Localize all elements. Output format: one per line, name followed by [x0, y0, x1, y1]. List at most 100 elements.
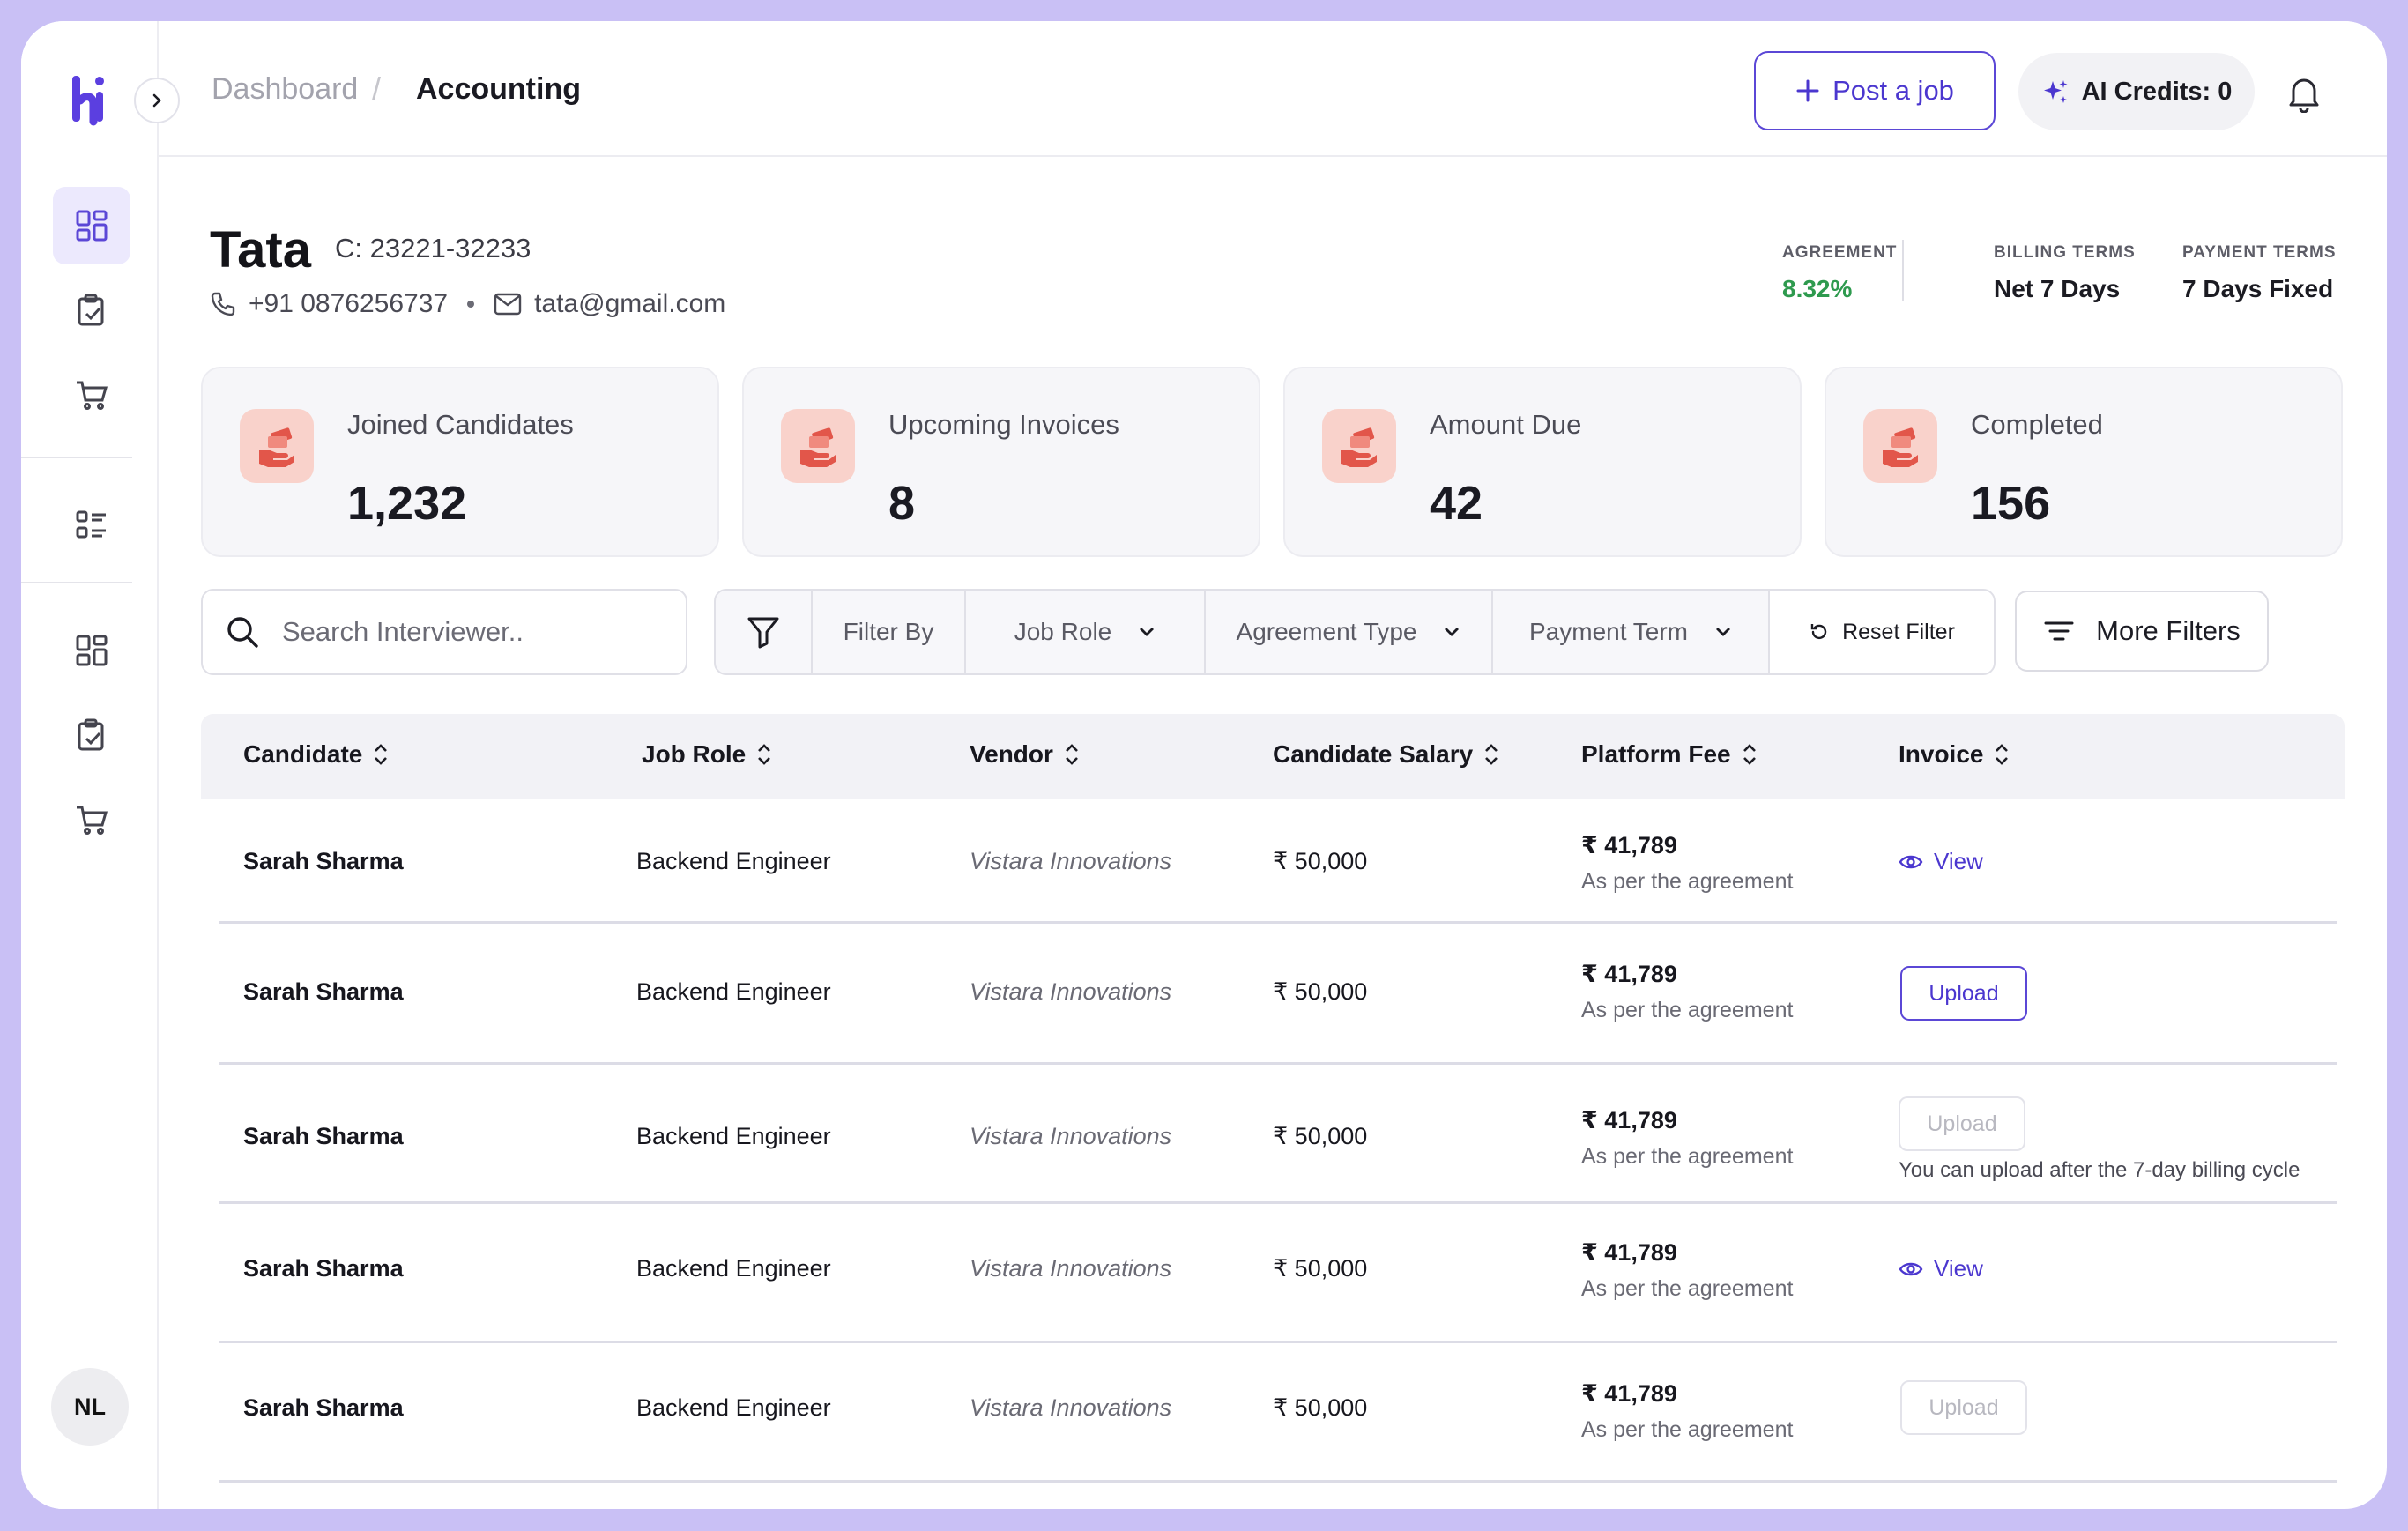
agreement-value: 8.32% [1782, 275, 1853, 302]
cell-job-role: Backend Engineer [636, 1394, 831, 1421]
column-header-vendor[interactable]: Vendor [970, 740, 1080, 769]
column-label: Platform Fee [1581, 740, 1731, 768]
company-phone[interactable]: +91 0876256737 [249, 289, 449, 318]
column-label: Job Role [642, 740, 747, 768]
ai-credits-label: AI Credits: 0 [2081, 77, 2233, 106]
stat-icon-bg [781, 409, 855, 483]
nav-cart[interactable] [53, 356, 130, 434]
table-row: Sarah Sharma Backend Engineer Vistara In… [219, 799, 2337, 924]
filter-icon-button[interactable] [716, 591, 813, 673]
company-email[interactable]: tata@gmail.com [534, 289, 726, 318]
table-header: Candidate Job Role Vendor Candidate Sala… [201, 714, 2345, 799]
user-avatar[interactable]: NL [51, 1368, 129, 1446]
sort-icon [375, 744, 388, 765]
cell-platform-fee-note: As per the agreement [1581, 1144, 1794, 1169]
cell-candidate: Sarah Sharma [243, 1394, 404, 1421]
billing-term: BILLING TERMS Net 7 Days [1994, 243, 2136, 303]
filter-lines-icon [2044, 621, 2074, 641]
reset-icon [1810, 624, 1827, 640]
stat-label: Completed [1971, 409, 2103, 440]
cell-platform-fee-note: As per the agreement [1581, 869, 1794, 894]
table-row: Sarah Sharma Backend Engineer Vistara In… [219, 1065, 2337, 1204]
nav-tasks[interactable] [53, 271, 130, 349]
stat-card-amount-due: Amount Due 42 [1283, 367, 1802, 557]
cell-candidate: Sarah Sharma [243, 848, 404, 874]
cell-job-role: Backend Engineer [636, 978, 831, 1005]
clipboard-check-icon [78, 718, 104, 751]
sort-icon [758, 744, 771, 765]
chevron-down-icon [1445, 628, 1460, 636]
billing-terms-value: Net 7 Days [1994, 275, 2121, 302]
ai-credits-badge[interactable]: AI Credits: 0 [2018, 53, 2255, 130]
view-invoice-link[interactable]: View [1899, 848, 1983, 875]
search-box [201, 589, 687, 675]
payment-terms-value: 7 Days Fixed [2182, 275, 2334, 302]
nav-list[interactable] [53, 487, 130, 564]
nav-dashboard-2[interactable] [53, 612, 130, 689]
column-header-invoice[interactable]: Invoice [1899, 740, 2010, 769]
table-row: Sarah Sharma Backend Engineer Vistara In… [219, 924, 2337, 1065]
cell-vendor: Vistara Innovations [970, 1255, 1172, 1282]
cart-icon [77, 806, 108, 835]
nav-tasks-2[interactable] [53, 696, 130, 774]
eye-icon [1899, 1262, 1923, 1275]
cart-icon [77, 381, 108, 410]
column-header-platform-fee[interactable]: Platform Fee [1581, 740, 1758, 769]
job-role-dropdown[interactable]: Job Role [966, 591, 1206, 673]
chevron-right-icon [152, 93, 161, 108]
search-icon [227, 617, 258, 648]
cell-salary: ₹ 50,000 [1273, 1394, 1368, 1421]
billing-terms-label: BILLING TERMS [1994, 243, 2136, 262]
stat-icon-bg [240, 409, 314, 483]
cell-vendor: Vistara Innovations [970, 1394, 1172, 1421]
payment-term-dropdown-label: Payment Term [1529, 618, 1688, 645]
view-invoice-link[interactable]: View [1899, 1255, 1983, 1282]
upload-invoice-button[interactable]: Upload [1900, 966, 2027, 1021]
column-header-candidate-salary[interactable]: Candidate Salary [1273, 740, 1499, 769]
notifications-button[interactable] [2286, 74, 2322, 114]
nav-divider [21, 582, 132, 583]
cell-salary: ₹ 50,000 [1273, 1255, 1368, 1282]
search-input[interactable] [282, 616, 652, 648]
sort-icon [1743, 744, 1756, 765]
nav-dashboard[interactable] [53, 187, 130, 264]
post-job-button[interactable]: Post a job [1754, 51, 1996, 130]
stat-label: Amount Due [1430, 409, 1582, 440]
stat-card-completed: Completed 156 [1825, 367, 2343, 557]
stat-icon-bg [1322, 409, 1396, 483]
payment-term-dropdown[interactable]: Payment Term [1493, 591, 1770, 673]
reset-filter-button[interactable]: Reset Filter [1770, 591, 1994, 673]
filter-by-label: Filter By [813, 591, 966, 673]
bell-icon [2289, 78, 2319, 114]
agreement-type-dropdown-label: Agreement Type [1236, 618, 1417, 645]
upload-invoice-button-disabled: Upload [1899, 1096, 2025, 1151]
mail-icon [494, 293, 522, 316]
stat-icon-bg [1863, 409, 1937, 483]
logo-icon [72, 76, 104, 126]
column-label: Candidate Salary [1273, 740, 1474, 768]
job-role-dropdown-label: Job Role [1014, 618, 1112, 645]
cell-platform-fee: ₹ 41,789 [1581, 832, 1677, 858]
cell-candidate: Sarah Sharma [243, 1123, 404, 1149]
cell-vendor: Vistara Innovations [970, 1123, 1172, 1149]
column-header-job-role[interactable]: Job Role [642, 740, 772, 769]
cell-salary: ₹ 50,000 [1273, 978, 1368, 1005]
breadcrumb-current: Accounting [416, 72, 581, 106]
view-invoice-label: View [1934, 848, 1983, 874]
stat-card-joined-candidates: Joined Candidates 1,232 [201, 367, 719, 557]
agreement-type-dropdown[interactable]: Agreement Type [1206, 591, 1493, 673]
more-filters-button[interactable]: More Filters [2015, 591, 2269, 672]
sidebar-toggle-button[interactable] [134, 78, 180, 123]
nav-cart-2[interactable] [53, 781, 130, 858]
sort-icon [1066, 744, 1078, 765]
eye-icon [1899, 855, 1923, 868]
app-window: NL Dashboard / Accounting Post a job AI … [21, 21, 2387, 1509]
cell-platform-fee: ₹ 41,789 [1581, 961, 1677, 987]
app-logo[interactable] [71, 71, 106, 127]
cell-platform-fee: ₹ 41,789 [1581, 1239, 1677, 1266]
more-filters-label: More Filters [2096, 615, 2241, 646]
sort-icon [1996, 744, 2009, 765]
chevron-down-icon [1140, 628, 1155, 636]
column-header-candidate[interactable]: Candidate [243, 740, 389, 769]
breadcrumb-dashboard[interactable]: Dashboard [212, 72, 359, 106]
